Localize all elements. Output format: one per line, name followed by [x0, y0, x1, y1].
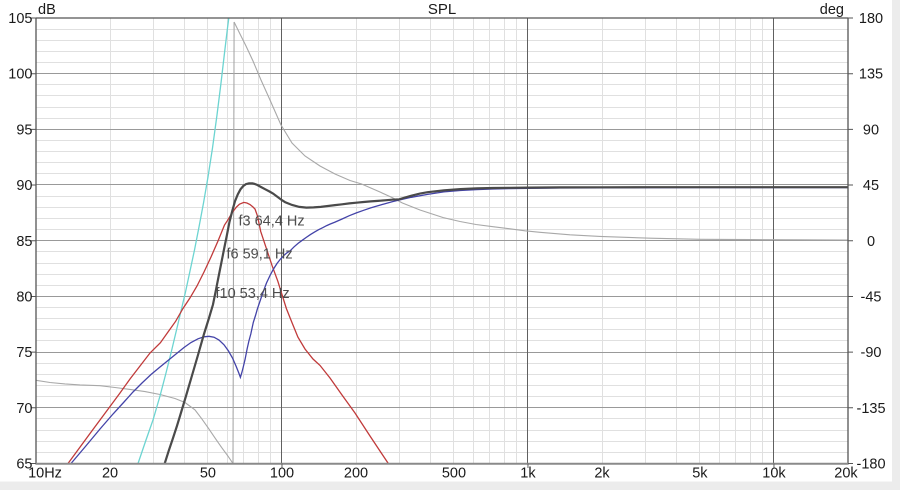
svg-text:1k: 1k: [520, 466, 536, 482]
svg-text:-180: -180: [856, 457, 885, 473]
svg-text:180: 180: [859, 11, 883, 27]
svg-text:-135: -135: [856, 401, 885, 417]
svg-text:-45: -45: [861, 289, 882, 305]
svg-text:90: 90: [863, 122, 879, 138]
svg-text:f10 53,4 Hz: f10 53,4 Hz: [216, 286, 290, 302]
svg-text:80: 80: [16, 289, 32, 305]
svg-text:f3 64,4 Hz: f3 64,4 Hz: [239, 214, 305, 230]
svg-text:dB: dB: [38, 2, 56, 18]
svg-text:95: 95: [16, 122, 32, 138]
svg-text:5k: 5k: [692, 466, 708, 482]
svg-text:100: 100: [270, 466, 294, 482]
svg-text:100: 100: [8, 67, 32, 83]
svg-text:70: 70: [16, 401, 32, 417]
svg-text:50: 50: [200, 466, 216, 482]
svg-text:deg: deg: [820, 2, 844, 18]
svg-text:135: 135: [859, 67, 883, 83]
svg-text:500: 500: [442, 466, 466, 482]
svg-text:10k: 10k: [762, 466, 786, 482]
svg-text:10Hz: 10Hz: [28, 466, 62, 482]
svg-text:45: 45: [863, 178, 879, 194]
svg-text:90: 90: [16, 178, 32, 194]
svg-text:105: 105: [8, 11, 32, 27]
svg-text:85: 85: [16, 234, 32, 250]
svg-text:-90: -90: [861, 345, 882, 361]
svg-text:65: 65: [16, 457, 32, 473]
svg-text:f6 59,1 Hz: f6 59,1 Hz: [227, 247, 293, 263]
svg-text:2k: 2k: [594, 466, 610, 482]
svg-text:75: 75: [16, 345, 32, 361]
svg-text:0: 0: [867, 234, 875, 250]
svg-text:200: 200: [344, 466, 368, 482]
svg-text:SPL: SPL: [428, 1, 456, 18]
svg-text:20k: 20k: [834, 466, 858, 482]
svg-text:20: 20: [102, 466, 118, 482]
